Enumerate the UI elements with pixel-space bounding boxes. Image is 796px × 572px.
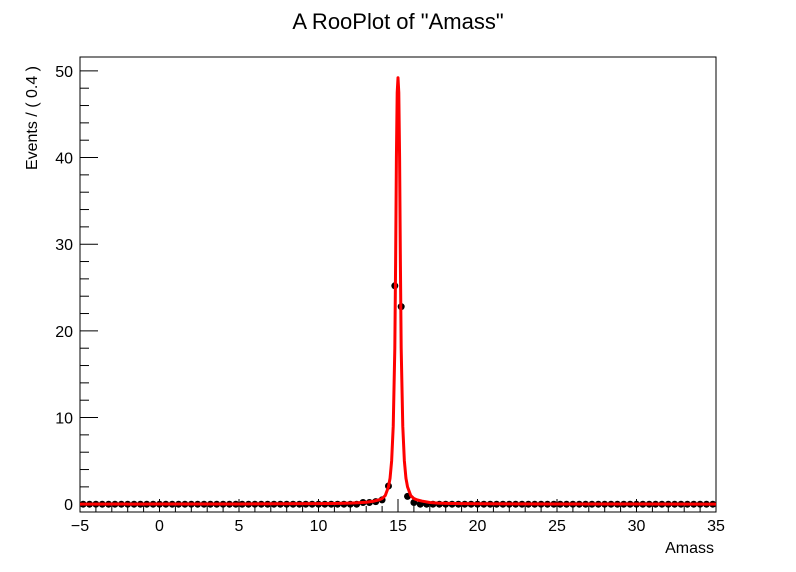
chart-title: A RooPlot of "Amass": [292, 9, 503, 34]
x-tick-label: 30: [628, 518, 646, 535]
x-tick-label: 25: [548, 518, 566, 535]
x-tick-label: 35: [707, 518, 725, 535]
x-axis-tick-labels: −5 0 5 10 15 20 25 30 35: [71, 518, 725, 535]
x-tick-label: 20: [469, 518, 487, 535]
y-axis-tick-labels: 0 10 20 30 40 50: [55, 64, 73, 514]
y-tick-label: 40: [55, 151, 73, 168]
x-tick-label: 15: [389, 518, 407, 535]
y-tick-label: 20: [55, 324, 73, 341]
y-axis-ticks: [80, 70, 98, 505]
y-tick-label: 30: [55, 237, 73, 254]
y-axis-label: Events / ( 0.4 ): [24, 66, 41, 170]
x-tick-label: −5: [71, 518, 89, 535]
y-tick-label: 10: [55, 411, 73, 428]
x-tick-label: 5: [235, 518, 244, 535]
x-tick-label: 10: [310, 518, 328, 535]
x-axis-label: Amass: [665, 540, 714, 557]
series-layer: [79, 76, 717, 508]
y-tick-label: 0: [64, 497, 73, 514]
x-tick-label: 0: [155, 518, 164, 535]
fit-curve: [79, 76, 717, 506]
y-tick-label: 50: [55, 64, 73, 81]
